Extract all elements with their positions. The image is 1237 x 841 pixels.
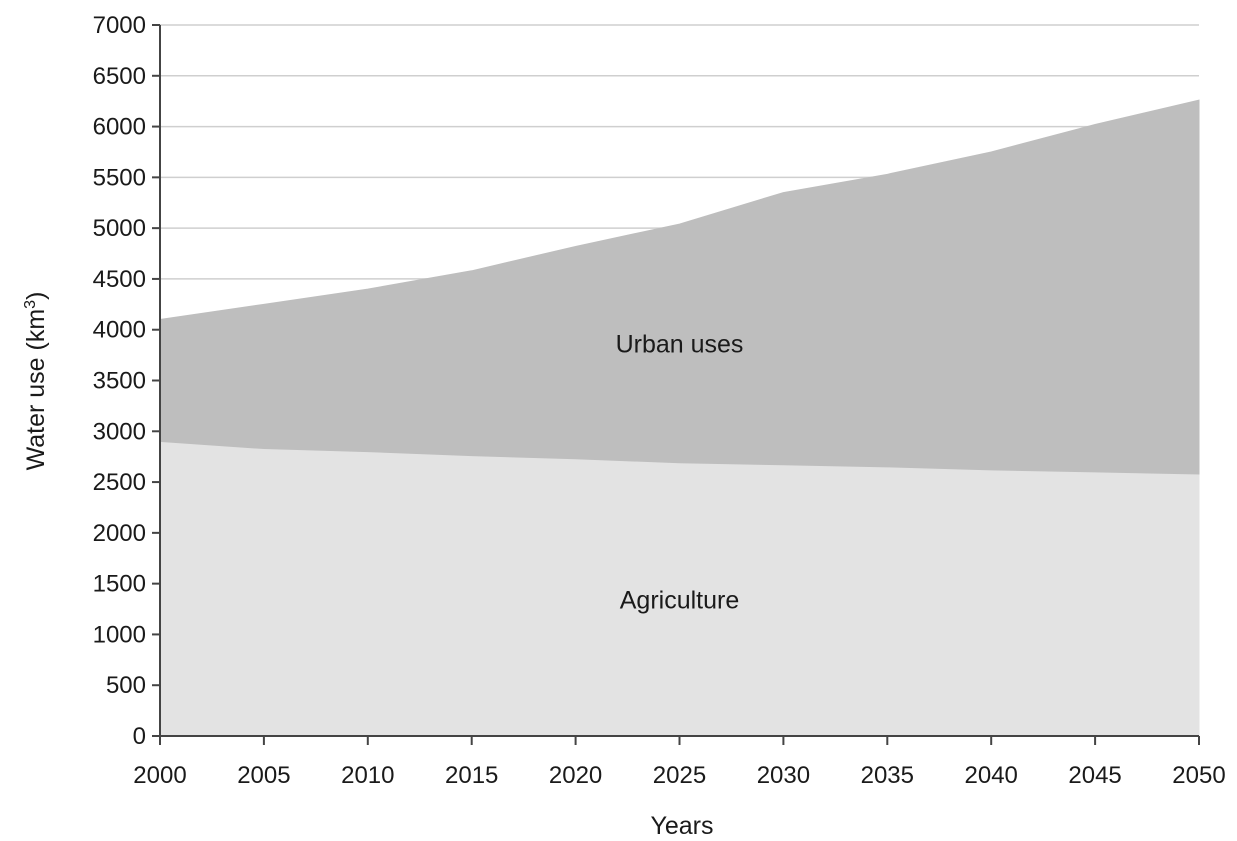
- y-tick-label: 5500: [93, 164, 146, 191]
- x-axis-ticks: 2000 2005 2010 2015 2020 2025 2030 2035 2040 2045…: [133, 736, 1226, 789]
- x-axis-title: Years: [650, 812, 713, 840]
- y-tick-label: 3000: [93, 418, 146, 445]
- x-tick-label: 2010: [341, 762, 394, 789]
- y-axis-title-superscript: 3: [22, 300, 39, 309]
- area-label-urban-uses: Urban uses: [616, 330, 744, 358]
- x-tick-label: 2030: [757, 762, 810, 789]
- x-tick-label: 2015: [445, 762, 498, 789]
- y-tick-label: 4500: [93, 266, 146, 293]
- y-tick-label: 6000: [93, 114, 146, 141]
- y-tick-label: 1500: [93, 571, 146, 598]
- y-tick-label: 500: [106, 672, 146, 699]
- y-tick-label: 7000: [93, 12, 146, 39]
- x-tick-label: 2045: [1068, 762, 1121, 789]
- y-axis-title: Water use (km3): [22, 292, 50, 471]
- y-tick-label: 6500: [93, 63, 146, 90]
- y-tick-label: 0: [133, 723, 146, 750]
- x-tick-label: 2035: [861, 762, 914, 789]
- x-tick-label: 2020: [549, 762, 602, 789]
- y-tick-label: 2000: [93, 520, 146, 547]
- x-tick-label: 2025: [653, 762, 706, 789]
- x-tick-label: 2050: [1172, 762, 1225, 789]
- y-axis-title-main: Water use (km: [22, 309, 50, 471]
- area-labels: Agriculture Urban uses: [616, 330, 744, 614]
- y-tick-label: 4000: [93, 317, 146, 344]
- y-axis-ticks: 0 500 1000 1500 2000 2500 3000 3500 4000 4500 5000…: [93, 12, 160, 750]
- chart-areas: [159, 99, 1200, 737]
- y-tick-label: 2500: [93, 469, 146, 496]
- y-tick-label: 1000: [93, 621, 146, 648]
- y-tick-label: 3500: [93, 368, 146, 395]
- y-tick-label: 5000: [93, 215, 146, 242]
- area-urban-uses: [159, 99, 1200, 475]
- x-tick-label: 2040: [965, 762, 1018, 789]
- x-tick-label: 2000: [133, 762, 186, 789]
- area-label-agriculture: Agriculture: [620, 586, 740, 614]
- x-tick-label: 2005: [237, 762, 290, 789]
- y-axis-title-close: ): [22, 292, 50, 300]
